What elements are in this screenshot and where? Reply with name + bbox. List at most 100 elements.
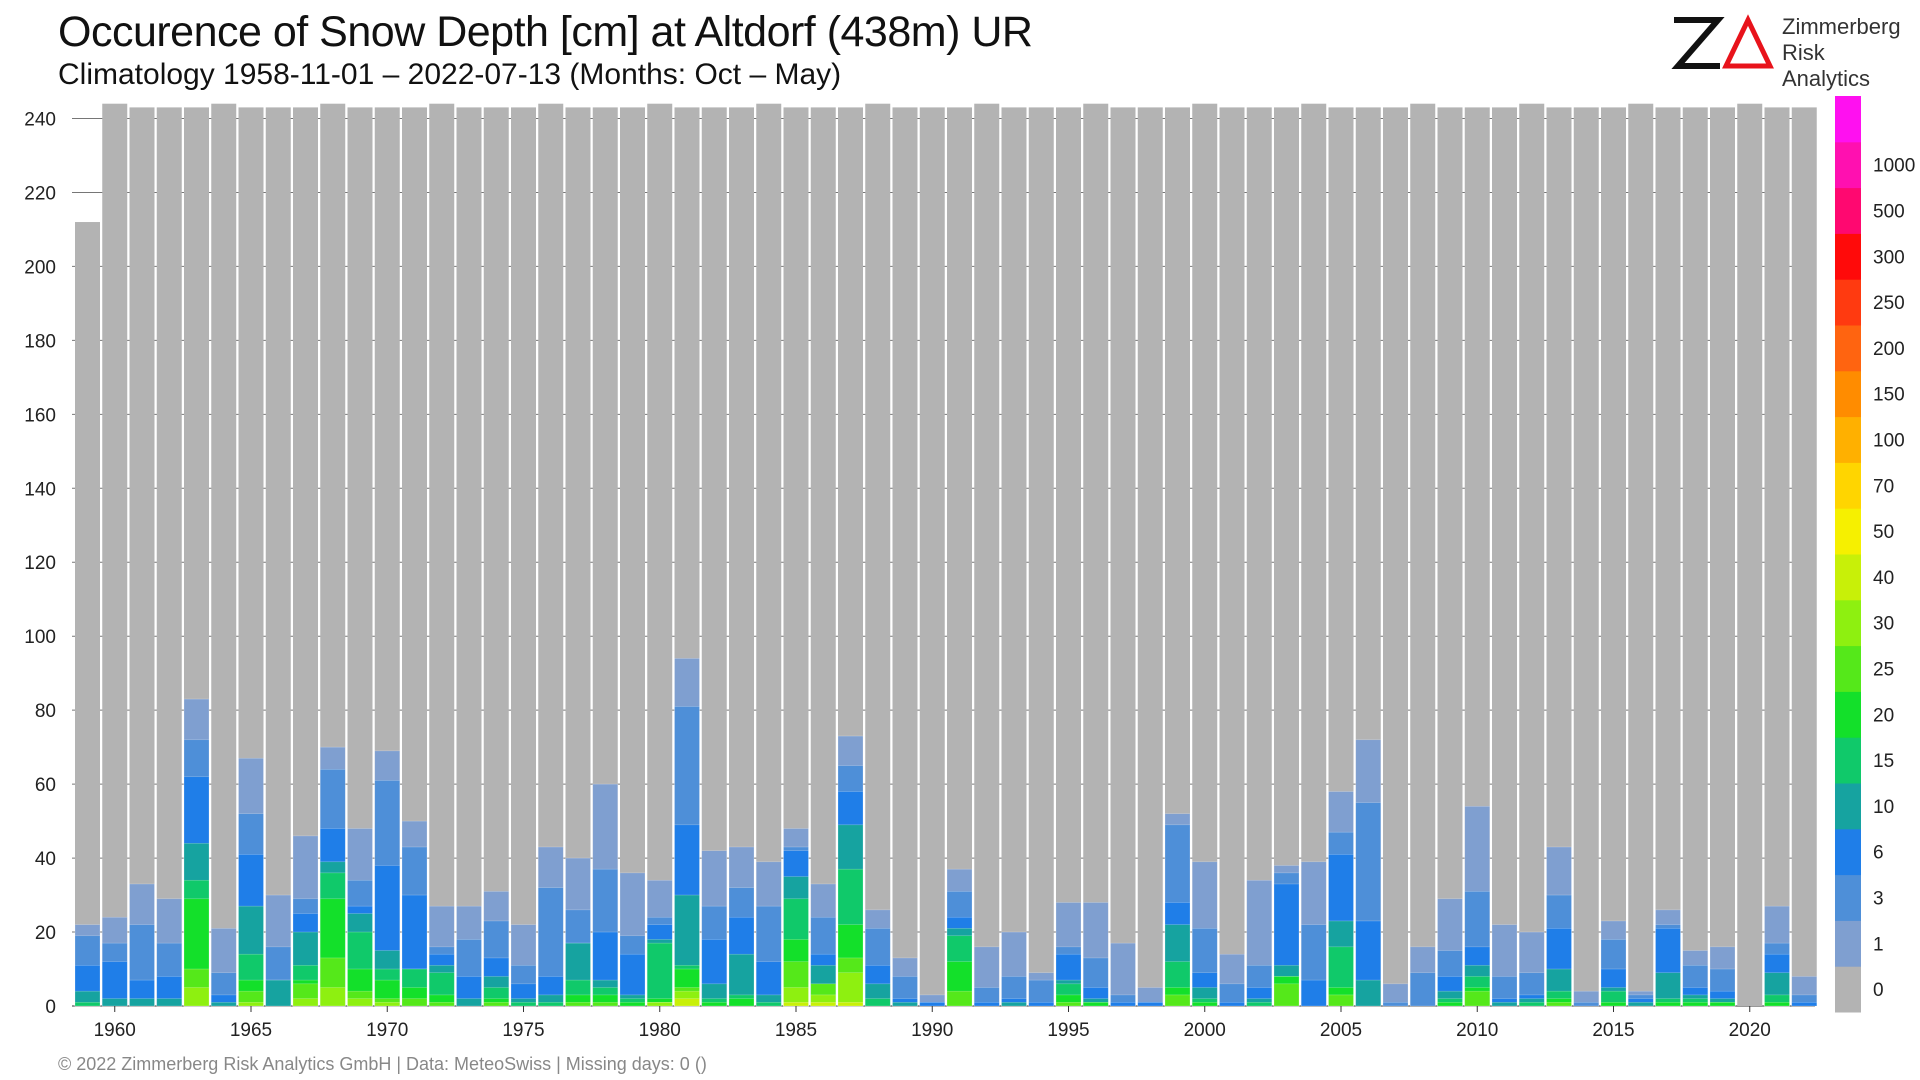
- bar-1985-ge-40cm: [783, 1002, 809, 1007]
- bar-2006-ge-10cm: [1355, 979, 1382, 1007]
- bar-total-1966: [265, 107, 291, 1006]
- bar-1965-ge-30cm: [238, 1002, 264, 1007]
- bar-1981-ge-40cm: [674, 998, 700, 1007]
- bar-total-2022: [1791, 107, 1817, 1006]
- colorbar-label-10: 10: [1873, 797, 1894, 818]
- bar-1993-ge-10cm: [1001, 1002, 1027, 1007]
- bar-2016-ge-10cm: [1627, 1002, 1654, 1007]
- bar-1997-ge-6cm: [1110, 1002, 1136, 1007]
- x-tick-label-1965: 1965: [230, 1020, 272, 1041]
- bar-total-2007: [1383, 107, 1408, 1006]
- bar-total-1972: [429, 103, 455, 1007]
- colorbar-segment-6: [1835, 691, 1861, 738]
- chart-title: Occurence of Snow Depth [cm] at Altdorf …: [58, 8, 1033, 56]
- za-logo-icon: [1671, 14, 1774, 69]
- bar-2012-ge-15cm: [1518, 1002, 1545, 1007]
- x-tick-label-2015: 2015: [1592, 1020, 1634, 1041]
- bar-total-2014: [1573, 107, 1599, 1006]
- bar-2001-ge-6cm: [1219, 1002, 1245, 1007]
- bar-1971-ge-25cm: [401, 998, 428, 1007]
- x-tick-label-1970: 1970: [366, 1020, 408, 1041]
- bar-total-1959: [75, 222, 100, 1006]
- colorbar-label-50: 50: [1873, 522, 1894, 543]
- y-tick-label-140: 140: [24, 479, 56, 500]
- bar-1984-ge-15cm: [755, 1002, 782, 1007]
- x-axis: 1960 1965 1970 1975 1980 1985 1990 1995 2000 2005…: [94, 1006, 1771, 1041]
- y-tick-label-160: 160: [24, 405, 56, 426]
- y-tick-label-80: 80: [35, 701, 56, 722]
- bar-1982-ge-20cm: [701, 1002, 728, 1007]
- y-tick-label-40: 40: [35, 849, 56, 870]
- bar-total-2019: [1710, 107, 1735, 1006]
- colorbar-label-25: 25: [1873, 660, 1894, 681]
- bar-1979-ge-20cm: [619, 1002, 646, 1007]
- colorbar-segment-1: [1835, 920, 1861, 967]
- colorbar-label-500: 500: [1873, 202, 1905, 223]
- bar-total-1996: [1083, 103, 1109, 1007]
- bar-2000-ge-20cm: [1191, 1002, 1218, 1007]
- x-tick-label-2005: 2005: [1320, 1020, 1362, 1041]
- bar-1969-ge-30cm: [347, 998, 373, 1007]
- bar-2018-ge-20cm: [1682, 1002, 1709, 1007]
- bar-total-1961: [129, 107, 155, 1006]
- bar-total-2002: [1246, 107, 1272, 1006]
- footer-credits: © 2022 Zimmerberg Risk Analytics GmbH | …: [58, 1054, 707, 1074]
- colorbar-label-1: 1: [1873, 934, 1884, 955]
- bar-total-1974: [483, 107, 509, 1006]
- bar-total-2016: [1628, 103, 1654, 1007]
- bar-2014-ge-3cm: [1573, 1002, 1600, 1007]
- bar-total-2018: [1682, 107, 1708, 1006]
- x-tick-label-2020: 2020: [1729, 1020, 1771, 1041]
- bar-1995-ge-25cm: [1055, 1002, 1082, 1007]
- bar-1968-ge-30cm: [319, 987, 346, 1007]
- bar-2013-ge-25cm: [1546, 1002, 1572, 1007]
- x-tick-label-1995: 1995: [1047, 1020, 1089, 1041]
- bar-1976-ge-15cm: [537, 1002, 564, 1007]
- y-tick-label-120: 120: [24, 553, 56, 574]
- bars: [74, 103, 1818, 1007]
- bar-1996-ge-20cm: [1082, 1002, 1109, 1007]
- logo-text: Zimmerberg Risk Analytics: [1782, 14, 1908, 92]
- bar-2021-ge-20cm: [1764, 1002, 1790, 1007]
- y-tick-label-20: 20: [35, 923, 56, 944]
- colorbar-label-3: 3: [1873, 889, 1884, 910]
- x-tick-label-1960: 1960: [94, 1020, 136, 1041]
- bar-total-1986: [810, 107, 836, 1006]
- colorbar-label-1000: 1000: [1873, 156, 1915, 177]
- colorbar-segment-10: [1835, 508, 1861, 555]
- company-logo: Zimmerberg Risk Analytics: [1668, 8, 1908, 91]
- y-tick-label-0: 0: [45, 997, 56, 1018]
- bar-1999-ge-25cm: [1164, 994, 1191, 1007]
- colorbar-label-30: 30: [1873, 614, 1894, 635]
- y-tick-label-240: 240: [24, 109, 56, 130]
- bar-total-1991: [947, 107, 972, 1006]
- bar-total-1975: [511, 107, 536, 1006]
- bar-1980-ge-30cm: [646, 1002, 673, 1007]
- bar-1967-ge-30cm: [292, 998, 319, 1007]
- colorbar-label-0: 0: [1873, 980, 1884, 1001]
- colorbar-label-70: 70: [1873, 476, 1894, 497]
- y-tick-label-100: 100: [24, 627, 56, 648]
- y-axis: 0 20 40 60 80 100 120 140 160 180 200 220 240: [24, 109, 56, 1018]
- y-tick-label-220: 220: [24, 183, 56, 204]
- colorbar-label-6: 6: [1873, 843, 1884, 864]
- bar-total-2012: [1519, 103, 1545, 1007]
- colorbar-label-40: 40: [1873, 568, 1894, 589]
- colorbar: 0 1 3 6 10 15 20 25 30 40 50 70 100 150 200 250 300 500 10…: [1835, 96, 1915, 1013]
- bar-2010-ge-25cm: [1464, 990, 1491, 1007]
- colorbar-segment-8: [1835, 599, 1861, 647]
- bar-1986-ge-40cm: [810, 1002, 837, 1007]
- bar-total-1988: [865, 103, 891, 1007]
- bar-1980-ge-15cm: [646, 942, 673, 1007]
- bar-total-1994: [1028, 107, 1054, 1006]
- colorbar-segment-11: [1835, 462, 1861, 509]
- bar-2003-ge-25cm: [1273, 983, 1300, 1007]
- bar-2015-ge-20cm: [1600, 1002, 1627, 1007]
- colorbar-segment-19: [1835, 96, 1861, 143]
- y-tick-label-60: 60: [35, 775, 56, 796]
- bar-2007-ge-3cm: [1382, 1002, 1409, 1007]
- colorbar-segment-3: [1835, 828, 1861, 876]
- bar-total-1990: [919, 107, 945, 1006]
- bar-1998-ge-6cm: [1137, 1002, 1164, 1007]
